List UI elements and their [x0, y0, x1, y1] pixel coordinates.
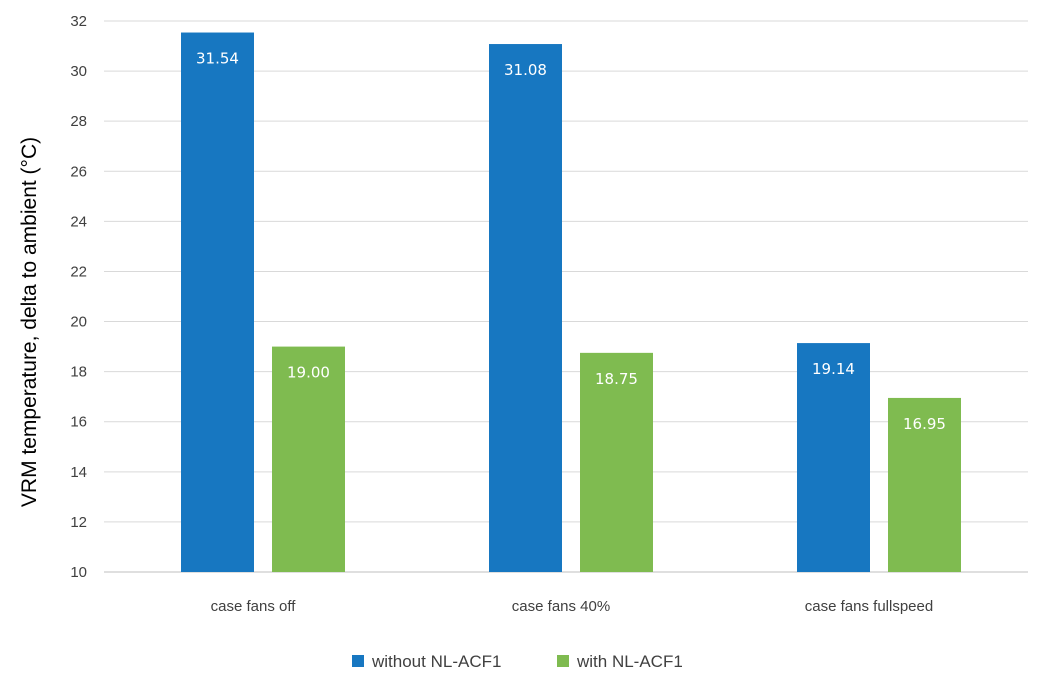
data-label-with-0: 19.00 [287, 364, 330, 382]
y-tick-label-10: 10 [70, 564, 87, 581]
y-axis-label: VRM temperature, delta to ambient (°C) [18, 137, 41, 507]
bars [181, 32, 961, 573]
legend-swatch-1 [557, 655, 569, 667]
data-label-with-2: 16.95 [903, 415, 946, 433]
y-tick-label-16: 16 [70, 414, 87, 431]
y-tick-label-22: 22 [70, 263, 87, 280]
category-label-1: case fans 40% [512, 598, 610, 615]
y-tick-label-32: 32 [70, 13, 87, 30]
y-tick-label-20: 20 [70, 314, 87, 331]
bar-without-2 [797, 343, 870, 572]
bar-with-0 [272, 346, 345, 572]
category-label-0: case fans off [211, 598, 297, 615]
bar-without-0 [181, 32, 254, 572]
data-label-with-1: 18.75 [595, 370, 638, 388]
y-tick-label-18: 18 [70, 364, 87, 381]
gridlines [104, 20, 1028, 573]
y-tick-label-24: 24 [70, 213, 87, 230]
y-axis-ticks: 10 12 14 16 18 20 22 24 26 28 30 32 [70, 13, 87, 581]
data-label-without-0: 31.54 [196, 50, 239, 68]
x-axis-categories: case fans off case fans 40% case fans full… [211, 598, 934, 615]
legend: without NL-ACF1 with NL-ACF1 [352, 652, 683, 671]
bar-without-1 [489, 44, 562, 573]
y-tick-label-30: 30 [70, 63, 87, 80]
y-tick-label-14: 14 [70, 464, 87, 481]
data-label-without-1: 31.08 [504, 61, 547, 79]
legend-label-0: without NL-ACF1 [371, 652, 501, 671]
category-label-2: case fans fullspeed [805, 598, 933, 615]
bar-with-1 [580, 352, 653, 572]
y-tick-label-12: 12 [70, 514, 87, 531]
bar-with-2 [888, 397, 961, 572]
legend-swatch-0 [352, 655, 364, 667]
data-labels: 31.54 19.00 31.08 18.75 19.14 16.95 [196, 50, 946, 433]
data-label-without-2: 19.14 [812, 360, 855, 378]
y-tick-label-28: 28 [70, 113, 87, 130]
legend-label-1: with NL-ACF1 [576, 652, 683, 671]
y-tick-label-26: 26 [70, 163, 87, 180]
